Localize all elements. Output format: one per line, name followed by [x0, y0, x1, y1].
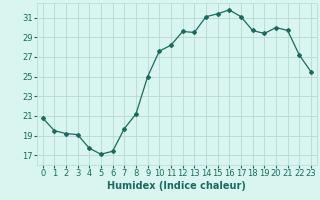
X-axis label: Humidex (Indice chaleur): Humidex (Indice chaleur) — [108, 181, 246, 191]
